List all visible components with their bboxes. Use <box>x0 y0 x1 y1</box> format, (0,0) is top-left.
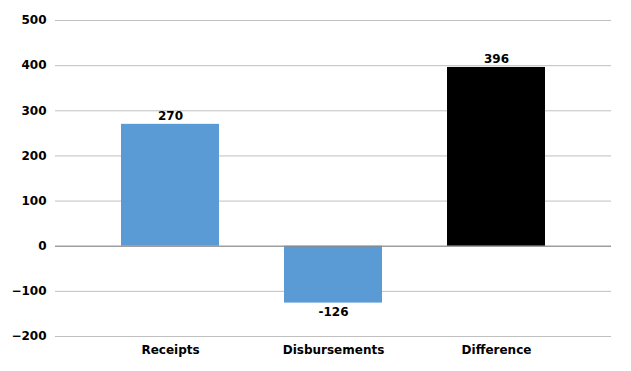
svg-text:Difference: Difference <box>462 343 532 357</box>
svg-text:270: 270 <box>158 109 183 123</box>
svg-text:−100: −100 <box>11 284 46 298</box>
svg-text:400: 400 <box>21 58 46 72</box>
svg-text:396: 396 <box>484 52 509 66</box>
svg-text:300: 300 <box>21 104 46 118</box>
svg-text:Receipts: Receipts <box>141 343 199 357</box>
svg-text:500: 500 <box>21 13 46 27</box>
svg-text:200: 200 <box>21 149 46 163</box>
svg-text:−200: −200 <box>11 329 46 343</box>
svg-text:0: 0 <box>38 239 46 253</box>
svg-text:-126: -126 <box>318 305 348 319</box>
svg-text:Disbursements: Disbursements <box>283 343 385 357</box>
svg-text:100: 100 <box>21 194 46 208</box>
